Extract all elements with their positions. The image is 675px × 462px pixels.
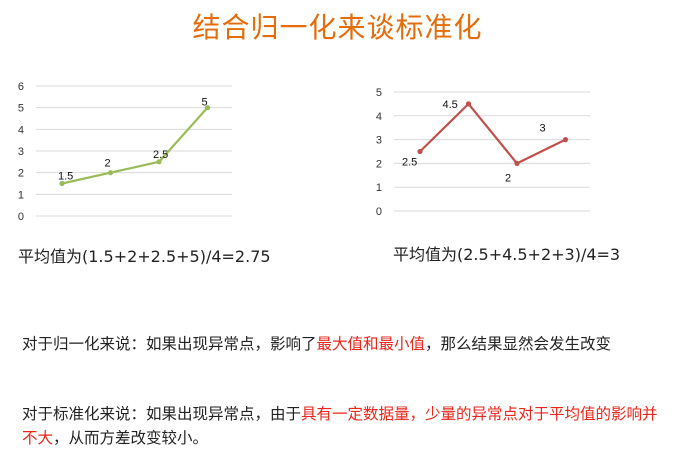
y-tick-label: 6 bbox=[18, 81, 24, 93]
data-label: 3 bbox=[540, 123, 546, 135]
data-label: 4.5 bbox=[443, 99, 458, 111]
normalization-explanation: 对于归一化来说：如果出现异常点，影响了最大值和最小值，那么结果显然会发生改变 bbox=[22, 332, 662, 356]
data-label: 5 bbox=[202, 97, 208, 109]
series-line bbox=[419, 102, 566, 165]
para2-prefix: 对于标准化来说：如果出现异常点，由于 bbox=[22, 405, 302, 423]
y-tick-label: 3 bbox=[376, 135, 382, 147]
data-point bbox=[59, 180, 65, 187]
left-mean-caption: 平均值为(1.5+2+2.5+5)/4=2.75 bbox=[18, 247, 271, 266]
data-point bbox=[514, 160, 520, 166]
series-line bbox=[61, 106, 209, 185]
y-tick-label: 4 bbox=[376, 111, 382, 123]
y-tick-label: 1 bbox=[376, 182, 382, 194]
y-tick-label: 0 bbox=[18, 211, 24, 223]
y-tick-label: 2 bbox=[376, 158, 382, 170]
para1-prefix: 对于归一化来说：如果出现异常点，影响了 bbox=[22, 335, 317, 353]
data-point bbox=[107, 170, 114, 176]
para2-suffix: ，从而方差改变较小。 bbox=[53, 429, 209, 447]
data-point bbox=[156, 159, 162, 165]
y-tick-label: 5 bbox=[18, 103, 24, 115]
data-point bbox=[204, 105, 211, 111]
y-tick-label: 5 bbox=[376, 87, 382, 99]
y-tick-label: 2 bbox=[18, 168, 24, 180]
slide-title: 结合归一化来谈标准化 bbox=[192, 11, 483, 44]
y-tick-label: 1 bbox=[18, 189, 24, 201]
y-tick-label: 0 bbox=[376, 206, 382, 218]
para1-highlight: 最大值和最小值 bbox=[316, 335, 426, 353]
normalization-line-chart: 0 1 2 3 4 5 6 1.5 2 2.5 5 bbox=[18, 81, 232, 223]
y-tick-label: 4 bbox=[18, 124, 24, 136]
data-point bbox=[465, 101, 472, 107]
data-label: 1.5 bbox=[58, 171, 73, 183]
right-mean-caption: 平均值为(2.5+4.5+2+3)/4=3 bbox=[393, 245, 621, 264]
data-point bbox=[562, 137, 569, 143]
data-point bbox=[417, 148, 423, 155]
data-label: 2.5 bbox=[402, 157, 417, 169]
data-label: 2.5 bbox=[153, 149, 168, 161]
para2-highlight: 具有一定数据量，少量的异常点对于平均值的影响并不大 bbox=[22, 405, 658, 447]
para1-suffix: ，那么结果显然会发生改变 bbox=[425, 335, 612, 353]
standardization-explanation: 对于标准化来说：如果出现异常点，由于具有一定数据量，少量的异常点对于平均值的影响… bbox=[22, 402, 662, 450]
standardization-line-chart: 0 1 2 3 4 5 2.5 4.5 2 3 bbox=[376, 87, 590, 218]
data-label: 2 bbox=[105, 158, 111, 170]
data-label: 2 bbox=[505, 172, 511, 184]
y-tick-label: 3 bbox=[18, 146, 24, 158]
